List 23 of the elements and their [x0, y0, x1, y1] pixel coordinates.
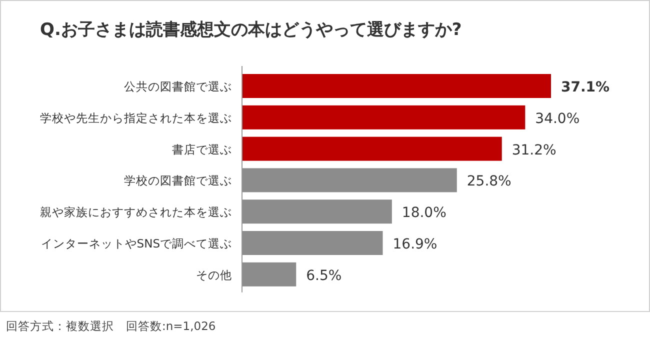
bar — [242, 231, 383, 255]
y-tick-label: 書店で選ぶ — [172, 142, 232, 156]
bar — [242, 74, 551, 98]
text: 回答方式：複数選択 回答数:n=1,026 — [6, 319, 216, 333]
bar — [242, 136, 502, 161]
bar — [242, 168, 457, 192]
data-label: 6.5% — [306, 268, 342, 284]
data-label: 16.9% — [392, 236, 438, 252]
data-label: 34.0% — [535, 110, 580, 127]
data-label: 18.0% — [402, 205, 446, 222]
y-tick-label: インターネットやSNSで調べて選ぶ — [40, 236, 232, 250]
y-tick-label: その他 — [196, 268, 232, 282]
y-tick-label: 学校や先生から指定された本を選ぶ — [40, 110, 232, 125]
bar — [242, 200, 392, 224]
data-label: 31.2% — [512, 142, 556, 158]
bar — [242, 105, 526, 130]
y-tick-label: 親や家族におすすめされた本を選ぶ — [40, 205, 232, 220]
data-label: 37.1% — [561, 80, 610, 96]
chart-title: Q.お子さまは読書感想文の本はどうやって選びますか? — [40, 20, 462, 40]
y-tick-label: 公共の図書館で選ぶ — [124, 80, 232, 94]
bar — [242, 262, 296, 286]
data-label: 25.8% — [466, 174, 512, 190]
y-tick-label: 学校の図書館で選ぶ — [124, 174, 232, 188]
